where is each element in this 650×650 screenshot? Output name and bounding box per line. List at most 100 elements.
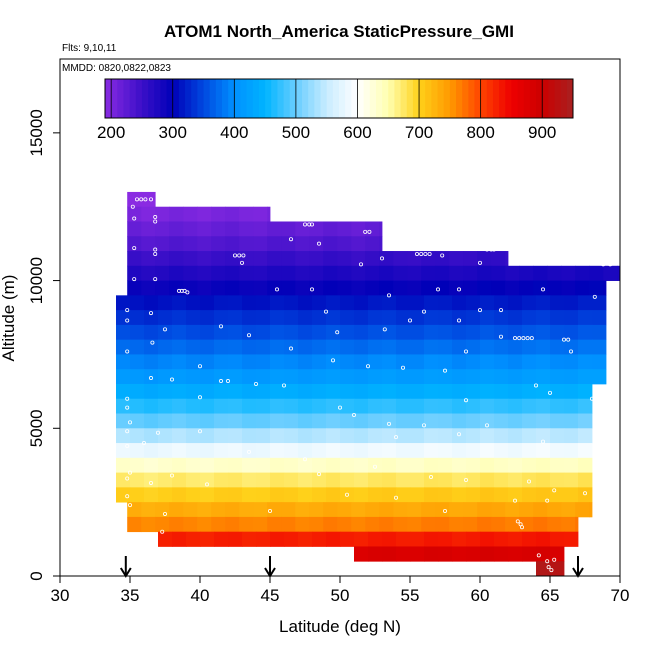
heatmap-cell	[242, 310, 257, 326]
heatmap-cell	[239, 221, 254, 237]
heatmap-cell	[508, 413, 523, 429]
heatmap-cell	[340, 428, 355, 444]
heatmap-cell	[295, 251, 310, 267]
heatmap-cell	[228, 339, 243, 355]
heatmap-cell	[186, 457, 201, 473]
heatmap-cell	[253, 265, 268, 281]
heatmap-cell	[284, 487, 299, 503]
heatmap-cell	[351, 265, 366, 281]
sample-point	[125, 429, 130, 434]
heatmap-cell	[522, 428, 537, 444]
heatmap-cell	[536, 472, 551, 488]
heatmap-cell	[536, 487, 551, 503]
heatmap-cell	[340, 383, 355, 400]
heatmap-cell	[326, 413, 341, 429]
heatmap-cell	[368, 546, 383, 562]
heatmap-cell	[550, 413, 565, 429]
heatmap-cell	[270, 339, 285, 355]
sample-point	[552, 557, 557, 562]
heatmap-cell	[228, 310, 243, 326]
sample-point	[608, 262, 613, 267]
colorbar-swatch	[111, 79, 118, 118]
heatmap-cell	[410, 339, 425, 355]
heatmap-cell	[256, 428, 271, 444]
colorbar-tick-label: 900	[528, 123, 556, 142]
heatmap-cell	[592, 339, 607, 355]
heatmap-cell	[200, 369, 215, 385]
heatmap-cell	[536, 443, 551, 459]
heatmap-cell	[480, 398, 495, 414]
heatmap-cell	[141, 206, 156, 222]
heatmap-cell	[494, 531, 509, 547]
heatmap-cell	[452, 472, 467, 488]
colorbar-swatch	[166, 79, 174, 118]
heatmap-cell	[480, 457, 495, 473]
heatmap-cell	[547, 280, 562, 296]
heatmap-cell	[438, 310, 453, 326]
sample-point	[337, 405, 342, 410]
sample-point	[521, 336, 526, 341]
heatmap-cell	[410, 531, 425, 547]
heatmap-cell	[326, 295, 341, 311]
heatmap-cell	[578, 354, 593, 370]
heatmap-cell	[466, 413, 481, 429]
heatmap-cell	[438, 339, 453, 355]
heatmap-cell	[214, 339, 229, 355]
colorbar-swatch	[326, 79, 334, 118]
heatmap-cell	[354, 443, 369, 459]
heatmap-cell	[267, 221, 282, 237]
heatmap-cell	[200, 487, 215, 503]
heatmap-cell	[533, 516, 548, 533]
sample-point	[367, 229, 372, 234]
sample-point	[484, 423, 489, 428]
heatmap-cell	[127, 251, 142, 267]
heatmap-cell	[270, 354, 285, 370]
heatmap-cell	[155, 265, 170, 281]
sample-point	[143, 197, 148, 202]
heatmap-cell	[466, 369, 481, 385]
heatmap-cell	[214, 398, 229, 414]
heatmap-cell	[214, 354, 229, 370]
sample-point	[513, 259, 518, 264]
sample-point	[541, 439, 546, 444]
heatmap-cell	[354, 295, 369, 311]
heatmap-cell	[144, 295, 159, 311]
heatmap-cell	[589, 502, 593, 518]
heatmap-cell	[200, 472, 215, 488]
heatmap-cell	[379, 265, 394, 281]
heatmap-cell	[200, 324, 215, 341]
heatmap-cell	[298, 457, 313, 473]
heatmap-cell	[365, 236, 380, 252]
heatmap-cell	[533, 502, 548, 518]
heatmap-cell	[508, 354, 523, 370]
colorbar-swatch	[560, 79, 568, 118]
heatmap-cell	[172, 428, 187, 444]
heatmap-cell	[533, 265, 548, 281]
heatmap-cell	[354, 383, 369, 400]
heatmap-cell	[239, 280, 254, 296]
sample-point	[281, 383, 286, 388]
heatmap-cell	[575, 265, 590, 281]
heatmap-cell	[172, 339, 187, 355]
sample-point	[148, 480, 153, 485]
heatmap-cell	[452, 339, 467, 355]
heatmap-cell	[424, 295, 439, 311]
heatmap-cell	[368, 383, 383, 400]
heatmap-cell	[564, 472, 579, 488]
heatmap-cell	[242, 428, 257, 444]
heatmap-cell	[197, 516, 212, 533]
heatmap-cell	[211, 516, 226, 533]
heatmap-cell	[239, 251, 254, 267]
colorbar-swatch	[437, 79, 445, 118]
heatmap-cell	[536, 546, 551, 562]
heatmap-cell	[214, 531, 229, 547]
heatmap-cell	[186, 487, 201, 503]
heatmap-cell	[337, 280, 352, 296]
heatmap-cell	[592, 310, 607, 326]
heatmap-cell	[550, 295, 565, 311]
heatmap-cell	[491, 502, 506, 518]
heatmap-cell	[155, 206, 170, 222]
heatmap-cell	[312, 487, 327, 503]
heatmap-cell	[564, 324, 579, 341]
heatmap-cell	[536, 354, 551, 370]
